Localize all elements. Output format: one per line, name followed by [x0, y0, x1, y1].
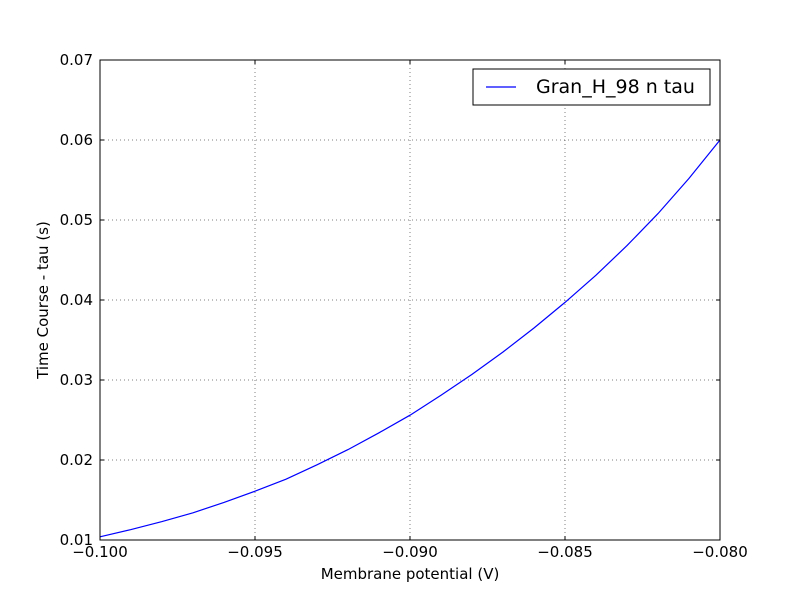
x-tick-label: −0.085 [537, 543, 593, 561]
axis-ticks [99, 59, 721, 541]
grid-lines [100, 60, 720, 540]
legend-label: Gran_H_98 n tau [536, 76, 695, 98]
y-axis-label: Time Course - tau (s) [34, 221, 52, 380]
x-axis-label: Membrane potential (V) [321, 565, 500, 583]
y-tick-label: 0.03 [60, 371, 93, 389]
series-lines [99, 139, 721, 538]
legend: Gran_H_98 n tau [472, 68, 711, 106]
y-tick-label: 0.06 [60, 131, 93, 149]
x-tick-label: −0.080 [692, 543, 748, 561]
x-tick-label: −0.090 [382, 543, 438, 561]
y-tick-label: 0.05 [60, 211, 93, 229]
y-tick-label: 0.04 [60, 291, 93, 309]
y-tick-label: 0.07 [60, 51, 93, 69]
tick-labels: −0.100 −0.095 −0.090 −0.085 −0.080 0.01 0.02 0.… [60, 51, 748, 561]
x-tick-label: −0.100 [72, 543, 128, 561]
x-tick-label: −0.095 [227, 543, 283, 561]
y-tick-label: 0.01 [60, 531, 93, 549]
y-tick-label: 0.02 [60, 451, 93, 469]
series-line [99, 139, 721, 538]
